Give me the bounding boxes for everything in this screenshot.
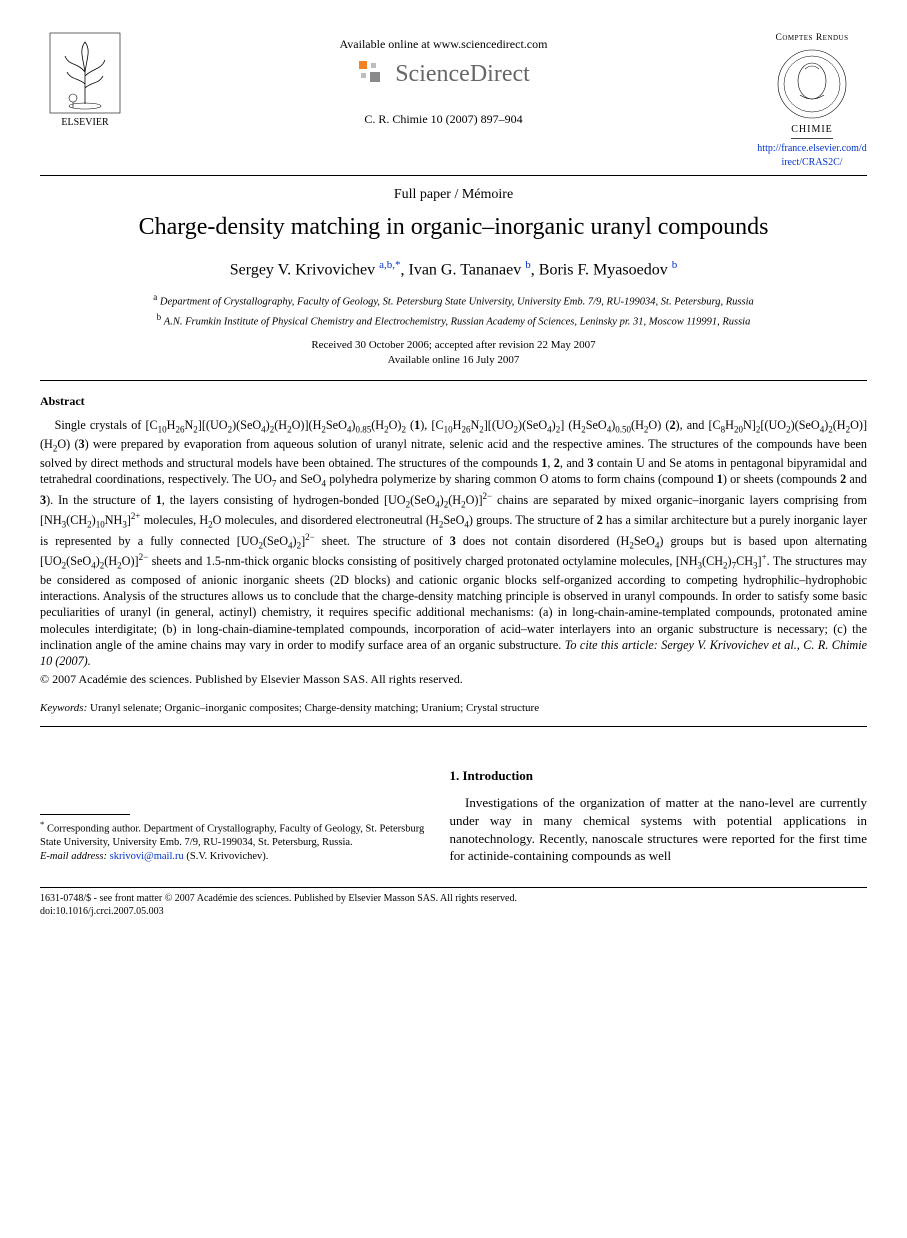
page-header: ELSEVIER Available online at www.science… <box>40 32 867 169</box>
elsevier-label: ELSEVIER <box>40 116 130 130</box>
email-paren: (S.V. Krivovichev). <box>186 851 268 862</box>
author-2-name: Ivan G. Tananaev <box>409 261 522 278</box>
chimie-label: CHIMIE <box>791 123 833 140</box>
lower-two-column: * Corresponding author. Department of Cr… <box>40 767 867 865</box>
date-received: Received 30 October 2006; accepted after… <box>40 338 867 353</box>
header-rule <box>40 175 867 176</box>
header-center: Available online at www.sciencedirect.co… <box>130 32 757 127</box>
available-online-line: Available online at www.sciencedirect.co… <box>130 36 757 52</box>
sciencedirect-icon <box>357 59 387 89</box>
keywords-line: Keywords: Uranyl selenate; Organic–inorg… <box>40 701 867 716</box>
author-list: Sergey V. Krivovichev a,b,*, Ivan G. Tan… <box>40 258 867 281</box>
abstract-text: Single crystals of [C10H26N2][(UO2)(SeO4… <box>40 417 867 669</box>
footnote-rule <box>40 814 130 815</box>
journal-homepage-link[interactable]: http://france.elsevier.com/direct/CRAS2C… <box>757 143 866 168</box>
author-3-name: Boris F. Myasoedov <box>539 261 668 278</box>
footnote-corr-text: Corresponding author. Department of Crys… <box>40 823 424 848</box>
academy-seal-icon <box>775 47 849 121</box>
doi-line: doi:10.1016/j.crci.2007.05.003 <box>40 905 867 919</box>
elsevier-tree-icon <box>49 32 121 114</box>
corresponding-footnote: * Corresponding author. Department of Cr… <box>40 814 425 865</box>
post-keywords-rule <box>40 726 867 727</box>
front-matter-line: 1631-0748/$ - see front matter © 2007 Ac… <box>40 892 867 906</box>
article-dates: Received 30 October 2006; accepted after… <box>40 338 867 368</box>
affiliation-a: a Department of Crystallography, Faculty… <box>80 291 827 310</box>
author-1-affil: a,b, <box>379 259 395 271</box>
sciencedirect-brand: ScienceDirect <box>357 58 530 90</box>
footnote-email-line: E-mail address: skrivovi@mail.ru (S.V. K… <box>40 850 425 864</box>
elsevier-logo-block: ELSEVIER <box>40 32 130 130</box>
journal-reference: C. R. Chimie 10 (2007) 897–904 <box>130 111 757 127</box>
keywords-label: Keywords: <box>40 702 87 714</box>
email-label: E-mail address: <box>40 851 107 862</box>
affiliation-b: b A.N. Frumkin Institute of Physical Che… <box>80 311 827 330</box>
introduction-column: 1. Introduction Investigations of the or… <box>449 767 867 865</box>
footnote-text: * Corresponding author. Department of Cr… <box>40 819 425 851</box>
article-type-label: Full paper / Mémoire <box>40 186 867 205</box>
date-online: Available online 16 July 2007 <box>40 353 867 368</box>
footer-rule <box>40 887 867 888</box>
author-1-name: Sergey V. Krivovichev <box>230 261 375 278</box>
affiliation-a-text: Department of Crystallography, Faculty o… <box>160 296 754 307</box>
introduction-paragraph: Investigations of the organization of ma… <box>449 794 867 864</box>
abstract-copyright: © 2007 Académie des sciences. Published … <box>40 671 867 687</box>
abstract-heading: Abstract <box>40 393 867 409</box>
introduction-heading: 1. Introduction <box>449 767 867 785</box>
page-footer: 1631-0748/$ - see front matter © 2007 Ac… <box>40 887 867 919</box>
author-2-affil: b <box>525 259 531 271</box>
author-3-affil: b <box>672 259 678 271</box>
corresponding-email-link[interactable]: skrivovi@mail.ru <box>110 851 184 862</box>
cite-line: To cite this article: Sergey V. Krivovic… <box>40 638 867 668</box>
affiliation-b-text: A.N. Frumkin Institute of Physical Chemi… <box>164 317 751 328</box>
pre-abstract-rule <box>40 380 867 381</box>
article-title: Charge-density matching in organic–inorg… <box>40 211 867 243</box>
journal-badge: Comptes Rendus CHIMIE http://france.else… <box>757 32 867 169</box>
sciencedirect-text: ScienceDirect <box>395 58 530 90</box>
comptes-rendus-label: Comptes Rendus <box>757 32 867 45</box>
keywords-text: Uranyl selenate; Organic–inorganic compo… <box>90 702 539 714</box>
corresponding-star-icon: * <box>395 259 401 271</box>
